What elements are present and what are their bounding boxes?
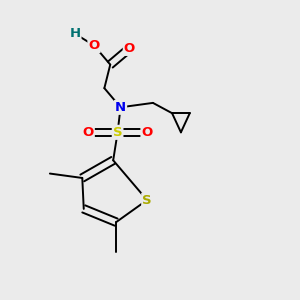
Text: O: O [82, 126, 94, 139]
Text: O: O [124, 42, 135, 55]
Text: O: O [88, 39, 100, 52]
Text: N: N [115, 101, 126, 114]
Text: S: S [142, 194, 152, 207]
Text: H: H [69, 27, 80, 40]
Text: O: O [141, 126, 153, 139]
Text: S: S [113, 126, 122, 139]
